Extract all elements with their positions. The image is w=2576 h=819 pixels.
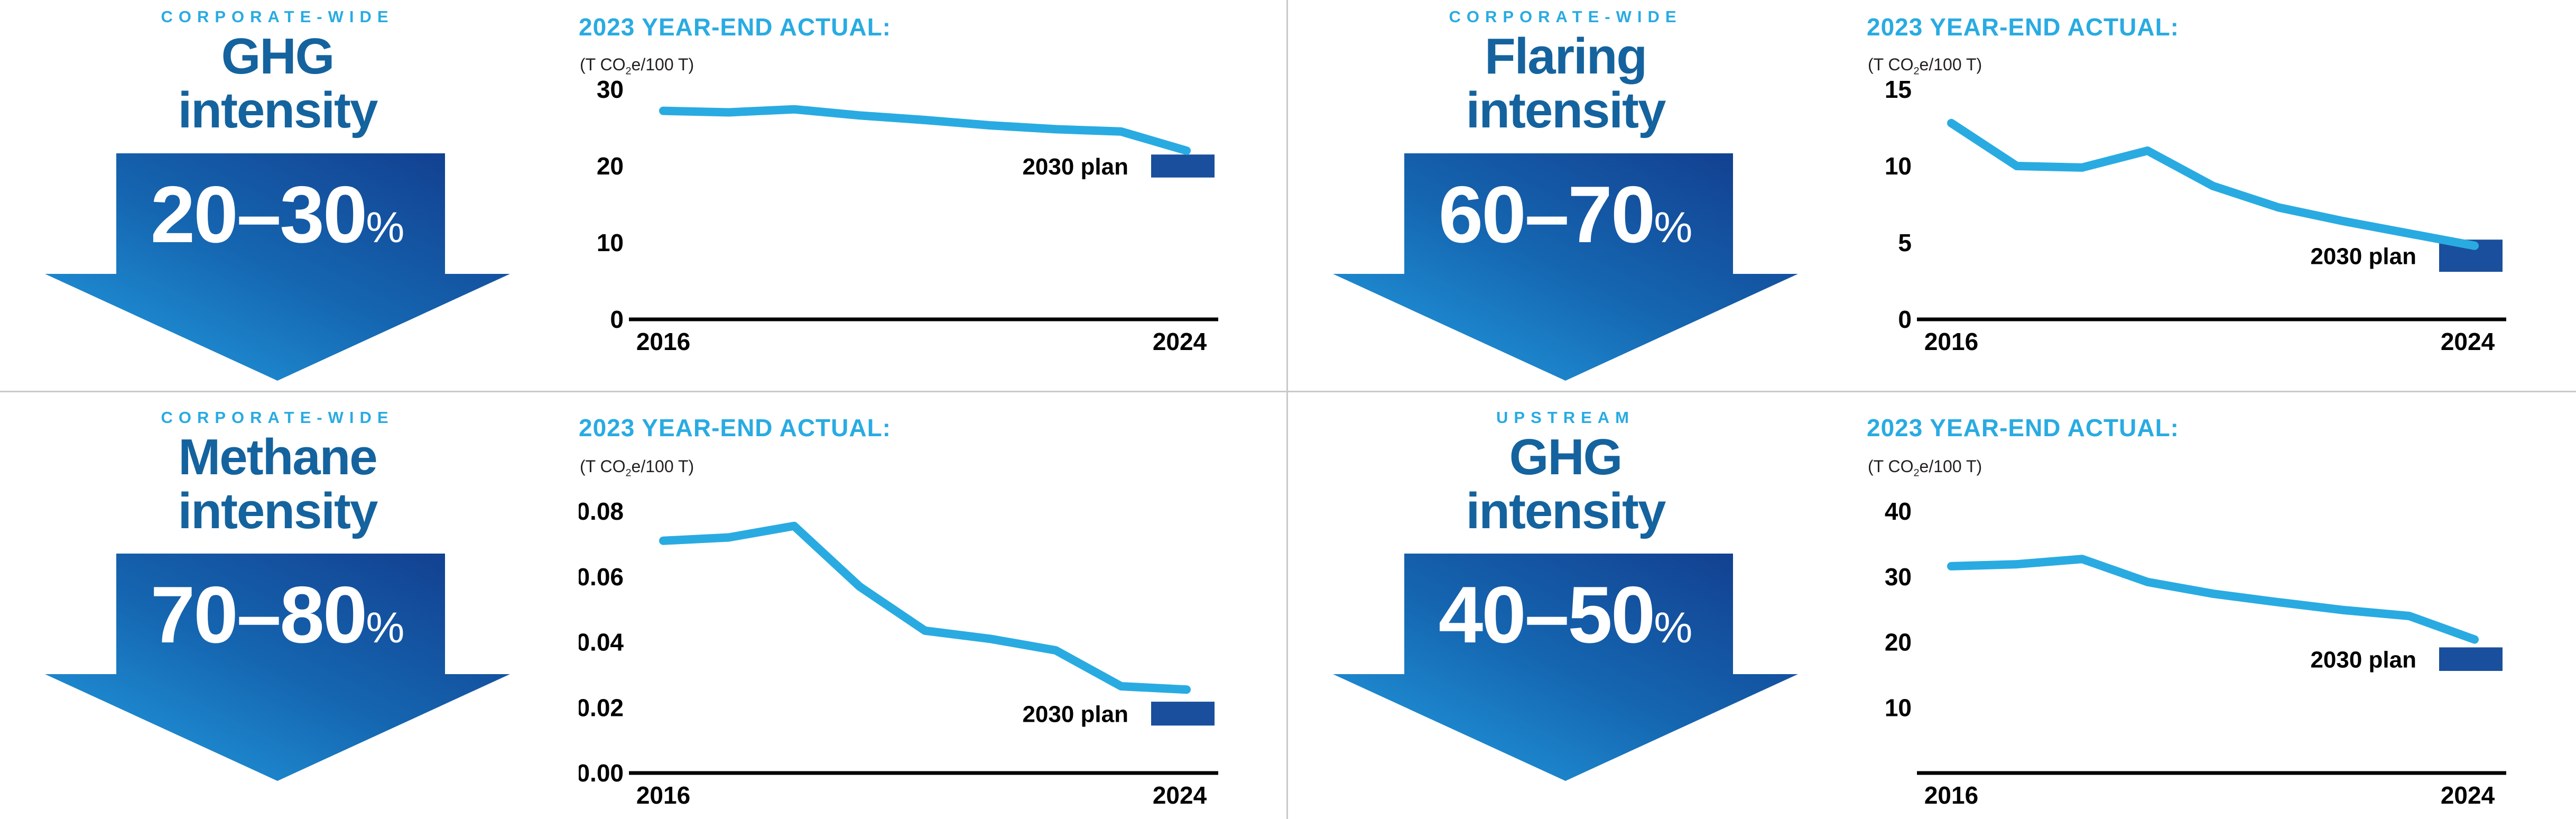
target-block-upstream: UPSTREAM GHG intensity 40–50% <box>1288 392 1843 819</box>
metric-title-line1: GHG <box>221 28 335 85</box>
chart-heading: 2023 YEAR-END ACTUAL: <box>1867 13 2179 41</box>
plan-label: 2030 plan <box>2310 244 2416 270</box>
down-arrow-shape <box>45 153 510 381</box>
x-tick-label: 2016 <box>1924 328 1978 355</box>
actual-line <box>1947 555 2479 644</box>
plan-bar <box>1151 702 1215 726</box>
metric-title-line2: intensity <box>178 483 378 539</box>
chart-unit: (T CO2e/100 T) <box>1868 457 1982 479</box>
chart-unit: (T CO2e/100 T) <box>1868 55 1982 77</box>
y-tick-label: 5 <box>1898 229 1912 256</box>
y-tick-label: 20 <box>1885 629 1912 656</box>
down-arrow-shape <box>1333 153 1798 381</box>
y-tick-label: 30 <box>597 76 624 103</box>
plan-label: 2030 plan <box>2310 647 2416 673</box>
plan-bar <box>1151 154 1215 178</box>
x-tick-label: 2016 <box>636 781 690 809</box>
metric-title-line2: intensity <box>1466 483 1666 539</box>
scope-kicker: UPSTREAM <box>1496 408 1635 427</box>
down-arrow-shape <box>1333 554 1798 781</box>
down-arrow-shape <box>45 554 510 781</box>
x-tick-label: 2024 <box>2441 328 2495 355</box>
metric-title: Flaring intensity <box>1288 30 1843 137</box>
metric-title: GHG intensity <box>0 30 555 137</box>
y-tick-label: 30 <box>1885 563 1912 591</box>
panel-methane-intensity: CORPORATE-WIDE Methane intensity 70–80% … <box>0 392 1288 819</box>
metric-title-line1: Methane <box>178 429 377 485</box>
intensity-line-chart: 10 20 30 40 2016 2024 2030 plan <box>1885 498 2506 809</box>
chart-corporate-ghg: 2023 YEAR-END ACTUAL: (T CO2e/100 T) 0 10… <box>579 0 1284 391</box>
x-tick-label: 2024 <box>2441 781 2495 809</box>
plan-label: 2030 plan <box>1022 702 1128 728</box>
target-block-methane: CORPORATE-WIDE Methane intensity 70–80% <box>0 392 555 819</box>
x-tick-label: 2016 <box>1924 781 1978 809</box>
x-tick-label: 2016 <box>636 328 690 355</box>
y-tick-label: 0.00 <box>579 759 624 787</box>
y-tick-label: 20 <box>597 152 624 180</box>
y-tick-label: 40 <box>1885 498 1912 525</box>
reduction-range: 60–70% <box>1439 170 1693 260</box>
reduction-arrow-icon: 60–70% <box>1333 153 1798 381</box>
target-block-ghg: CORPORATE-WIDE GHG intensity 20–30% <box>0 0 555 391</box>
y-tick-label: 0.06 <box>579 563 624 591</box>
scope-kicker: CORPORATE-WIDE <box>161 408 394 427</box>
y-tick-label: 0.08 <box>579 498 624 525</box>
y-tick-label: 10 <box>1885 152 1912 180</box>
y-tick-label: 0.04 <box>579 629 624 656</box>
panel-corporate-ghg-intensity: CORPORATE-WIDE GHG intensity 20–30% 2023… <box>0 0 1288 392</box>
reduction-range: 40–50% <box>1439 570 1693 660</box>
metric-title-line2: intensity <box>178 82 378 139</box>
metric-title-line2: intensity <box>1466 82 1666 139</box>
y-tick-label: 0 <box>610 306 624 333</box>
reduction-arrow-icon: 40–50% <box>1333 554 1798 781</box>
reduction-range: 20–30% <box>151 170 405 260</box>
chart-methane: 2023 YEAR-END ACTUAL: (T CO2e/100 T) 0.0… <box>579 392 1284 819</box>
y-tick-label: 0 <box>1898 306 1912 333</box>
reduction-range: 70–80% <box>151 570 405 660</box>
panel-flaring-intensity: CORPORATE-WIDE Flaring intensity 60–70% … <box>1288 0 2576 392</box>
scope-kicker: CORPORATE-WIDE <box>161 7 394 26</box>
y-tick-label: 10 <box>597 229 624 256</box>
chart-heading: 2023 YEAR-END ACTUAL: <box>579 414 891 441</box>
x-tick-label: 2024 <box>1153 781 1207 809</box>
reduction-arrow-icon: 20–30% <box>45 153 510 381</box>
chart-flaring: 2023 YEAR-END ACTUAL: (T CO2e/100 T) 0 5 1… <box>1867 0 2572 391</box>
chart-heading: 2023 YEAR-END ACTUAL: <box>579 13 891 41</box>
actual-line <box>1947 118 2479 250</box>
actual-line <box>659 105 1191 155</box>
y-tick-label: 10 <box>1885 694 1912 721</box>
scope-kicker: CORPORATE-WIDE <box>1449 7 1682 26</box>
reduction-arrow-icon: 70–80% <box>45 554 510 781</box>
plan-bar <box>2439 647 2503 671</box>
chart-heading: 2023 YEAR-END ACTUAL: <box>1867 414 2179 441</box>
intensity-line-chart: 0.00 0.02 0.04 0.06 0.08 2016 2024 2030 plan <box>579 498 1218 809</box>
metric-title-line1: GHG <box>1509 429 1623 485</box>
intensity-line-chart: 0 10 20 30 2016 2024 2030 plan <box>597 76 1218 355</box>
chart-unit: (T CO2e/100 T) <box>580 55 694 77</box>
x-tick-label: 2024 <box>1153 328 1207 355</box>
chart-unit: (T CO2e/100 T) <box>580 457 694 479</box>
panel-upstream-ghg-intensity: UPSTREAM GHG intensity 40–50% 2023 YEAR-… <box>1288 392 2576 819</box>
plan-label: 2030 plan <box>1022 154 1128 180</box>
actual-line <box>659 521 1191 694</box>
metric-title: GHG intensity <box>1288 430 1843 538</box>
target-block-flaring: CORPORATE-WIDE Flaring intensity 60–70% <box>1288 0 1843 391</box>
metric-title: Methane intensity <box>0 430 555 538</box>
intensity-line-chart: 0 5 10 15 2016 2024 2030 plan <box>1885 76 2506 355</box>
y-tick-label: 15 <box>1885 76 1912 103</box>
metric-title-line1: Flaring <box>1484 28 1647 85</box>
chart-upstream-ghg: 2023 YEAR-END ACTUAL: (T CO2e/100 T) 10 2… <box>1867 392 2572 819</box>
y-tick-label: 0.02 <box>579 694 624 721</box>
